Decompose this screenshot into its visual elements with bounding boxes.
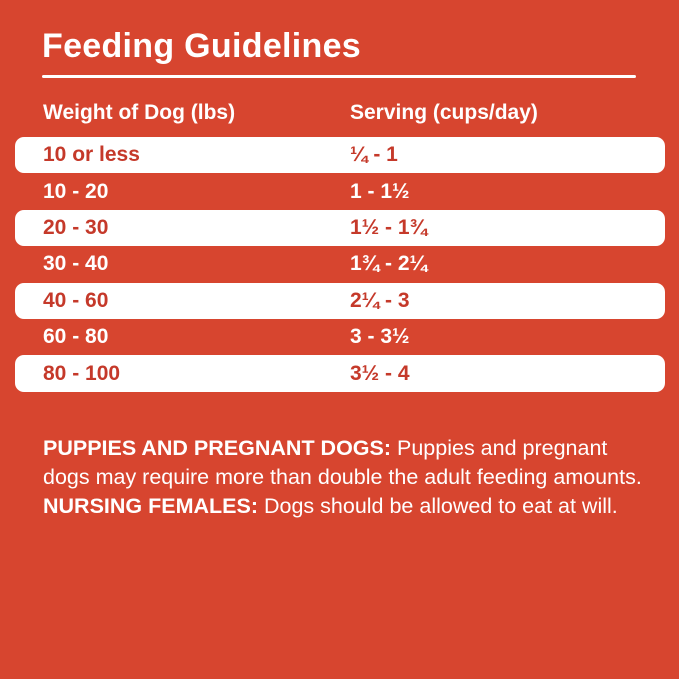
serving-cell: 2¼ - 3	[350, 288, 410, 312]
serving-cell: 1½ - 1¾	[350, 215, 428, 239]
weight-cell: 80 - 100	[43, 361, 121, 385]
table-row: 40 - 60 2¼ - 3	[15, 282, 665, 319]
weight-cell: 10 - 20	[43, 179, 109, 203]
serving-cell: 3 - 3½	[350, 325, 410, 349]
column-header-serving: Serving (cups/day)	[350, 101, 538, 124]
title-underline	[42, 75, 636, 78]
weight-cell: 20 - 30	[43, 215, 109, 239]
table-header-row: Weight of Dog (lbs) Serving (cups/day)	[0, 101, 679, 125]
weight-cell: 30 - 40	[43, 252, 109, 276]
table-row: 20 - 30 1½ - 1¾	[15, 209, 665, 247]
weight-cell: 40 - 60	[43, 288, 109, 312]
serving-cell: 1 - 1½	[350, 179, 410, 203]
feeding-table: 10 or less ¼ - 1 10 - 20 1 - 1½ 20 - 30 1½ - …	[15, 137, 665, 392]
table-row: 60 - 80 3 - 3½	[15, 319, 665, 355]
table-row: 30 - 40 1¾ - 2¼	[15, 246, 665, 282]
table-row: 10 - 20 1 - 1½	[15, 173, 665, 209]
notes-label: NURSING FEMALES:	[43, 494, 264, 518]
serving-cell: 1¾ - 2¼	[350, 252, 428, 276]
weight-cell: 10 or less	[43, 143, 140, 167]
column-header-weight: Weight of Dog (lbs)	[43, 101, 236, 124]
notes-label: PUPPIES AND PREGNANT DOGS:	[43, 436, 397, 460]
table-row: 10 or less ¼ - 1	[15, 137, 665, 174]
weight-cell: 60 - 80	[43, 325, 109, 349]
notes-text: Puppies and pregnant dogs may require mo…	[43, 436, 642, 489]
table-row: 80 - 100 3½ - 4	[15, 355, 665, 392]
serving-cell: ¼ - 1	[350, 143, 398, 167]
feeding-notes: PUPPIES AND PREGNANT DOGS: Puppies and p…	[43, 434, 643, 521]
page-title: Feeding Guidelines	[42, 27, 362, 65]
serving-cell: 3½ - 4	[350, 361, 410, 385]
notes-text: Dogs should be allowed to eat at will.	[263, 494, 618, 518]
